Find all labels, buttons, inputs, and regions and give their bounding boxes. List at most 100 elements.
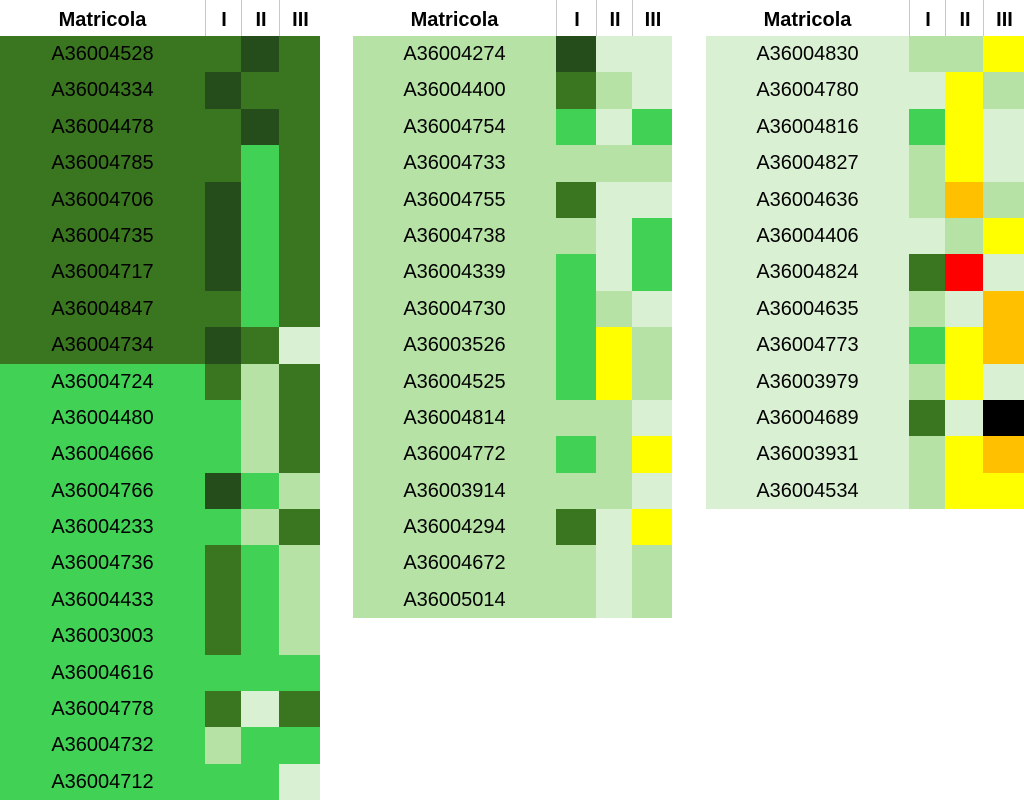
- cell-col-iii: [279, 654, 320, 692]
- cell-col-ii: [596, 108, 632, 146]
- header-col-iii: III: [279, 0, 321, 36]
- table-row: A36003979: [706, 363, 1024, 400]
- cell-col-iii: [983, 472, 1024, 510]
- cell-col-i: [909, 217, 945, 255]
- table-row: A36003526: [353, 327, 672, 364]
- table-row: A36004400: [353, 72, 672, 109]
- cell-col-i: [205, 581, 241, 619]
- cell-col-iii: [983, 36, 1024, 73]
- table-header: Matricola I II III: [353, 0, 672, 36]
- cell-col-ii: [241, 290, 279, 328]
- cell-col-i: [909, 145, 945, 182]
- cell-col-ii: [945, 145, 983, 182]
- cell-col-iii: [279, 217, 320, 255]
- cell-col-ii: [241, 727, 279, 764]
- cell-col-i: [556, 472, 596, 510]
- cell-col-iii: [632, 145, 672, 182]
- cell-col-i: [205, 72, 241, 109]
- table-row: A36005014: [353, 581, 672, 619]
- matricola-table-1: Matricola I II III A36004528 A36004334 A36…: [0, 0, 321, 801]
- cell-col-i: [556, 36, 596, 73]
- cell-col-i: [205, 363, 241, 400]
- table-row: A36004294: [353, 509, 672, 546]
- cell-col-iii: [279, 545, 320, 582]
- cell-col-ii: [596, 545, 632, 582]
- matricola-id: A36004616: [51, 661, 154, 684]
- matricola-id: A36004830: [756, 43, 859, 65]
- header-matricola: Matricola: [763, 9, 852, 31]
- cell-col-i: [909, 327, 945, 364]
- matricola-id: A36003979: [756, 370, 859, 393]
- cell-col-i: [205, 145, 241, 182]
- header-col-i: I: [205, 0, 242, 36]
- matricola-id: A36003931: [756, 443, 859, 466]
- cell-col-iii: [632, 399, 672, 437]
- table-row: A36004689: [706, 399, 1024, 437]
- matricola-id: A36004478: [51, 115, 154, 138]
- cell-col-iii: [279, 363, 320, 400]
- cell-col-ii: [241, 436, 279, 473]
- table-row: A36004732: [0, 727, 320, 764]
- cell-col-iii: [983, 108, 1024, 146]
- cell-col-iii: [983, 436, 1024, 473]
- cell-col-i: [556, 290, 596, 328]
- cell-col-i: [556, 363, 596, 400]
- header-matricola: Matricola: [58, 9, 147, 31]
- cell-col-ii: [596, 327, 632, 364]
- matricola-id: A36004672: [403, 552, 506, 575]
- cell-col-iii: [632, 327, 672, 364]
- cell-col-i: [556, 327, 596, 364]
- cell-col-i: [909, 290, 945, 328]
- cell-col-i: [556, 217, 596, 255]
- cell-col-i: [909, 436, 945, 473]
- cell-col-iii: [632, 545, 672, 582]
- table-header: Matricola I II III: [706, 0, 1024, 36]
- matricola-id: A36004233: [51, 516, 154, 539]
- cell-col-iii: [632, 509, 672, 546]
- matricola-table-3: Matricola I II III A36004830 A36004780 A36…: [706, 0, 1024, 510]
- matricola-id: A36004339: [403, 261, 506, 284]
- cell-col-i: [205, 727, 241, 764]
- cell-col-iii: [983, 327, 1024, 364]
- matricola-id: A36005014: [403, 588, 506, 611]
- table-row: A36004773: [706, 327, 1024, 364]
- cell-col-iii: [632, 290, 672, 328]
- cell-col-ii: [945, 217, 983, 255]
- cell-col-iii: [279, 145, 320, 182]
- cell-col-ii: [241, 399, 279, 437]
- cell-col-i: [556, 581, 596, 619]
- matricola-id: A36004754: [403, 115, 506, 138]
- table-row: A36004636: [706, 181, 1024, 218]
- cell-col-i: [556, 399, 596, 437]
- matricola-id: A36004785: [51, 152, 154, 175]
- matricola-id: A36004814: [403, 406, 506, 429]
- cell-col-ii: [241, 509, 279, 546]
- matricola-id: A36004717: [51, 261, 154, 284]
- cell-col-iii: [983, 72, 1024, 109]
- cell-col-i: [205, 290, 241, 328]
- cell-col-iii: [632, 181, 672, 218]
- table-row: A36004814: [353, 399, 672, 437]
- cell-col-iii: [983, 290, 1024, 328]
- table-row: A36004827: [706, 145, 1024, 182]
- table-row: A36004406: [706, 217, 1024, 255]
- table-row: A36004766: [0, 472, 320, 510]
- cell-col-iii: [632, 72, 672, 109]
- table-row: A36004433: [0, 581, 320, 619]
- cell-col-i: [205, 36, 241, 73]
- cell-col-ii: [241, 654, 279, 692]
- table-row: A36004755: [353, 181, 672, 218]
- cell-col-ii: [241, 618, 279, 655]
- table-row: A36004528: [0, 36, 320, 73]
- cell-col-iii: [279, 254, 320, 291]
- cell-col-iii: [279, 181, 320, 218]
- cell-col-ii: [596, 36, 632, 73]
- table-row: A36004717: [0, 254, 320, 291]
- cell-col-ii: [241, 763, 279, 801]
- matricola-id: A36004847: [51, 297, 154, 320]
- table-row: A36004735: [0, 217, 320, 255]
- table-row: A36004778: [0, 691, 320, 728]
- header-col-i: I: [556, 0, 597, 36]
- matricola-id: A36004334: [51, 79, 154, 102]
- cell-col-i: [205, 545, 241, 582]
